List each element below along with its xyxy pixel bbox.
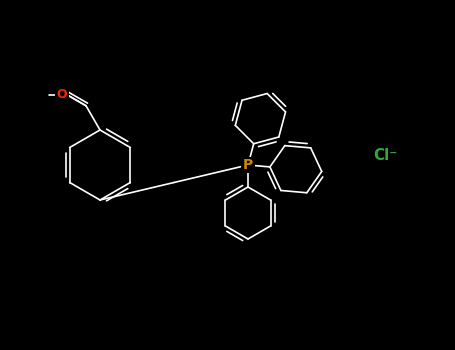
Text: O: O xyxy=(56,90,67,103)
Text: O: O xyxy=(56,88,67,101)
Text: Cl⁻: Cl⁻ xyxy=(373,147,397,162)
Text: P: P xyxy=(243,158,253,172)
